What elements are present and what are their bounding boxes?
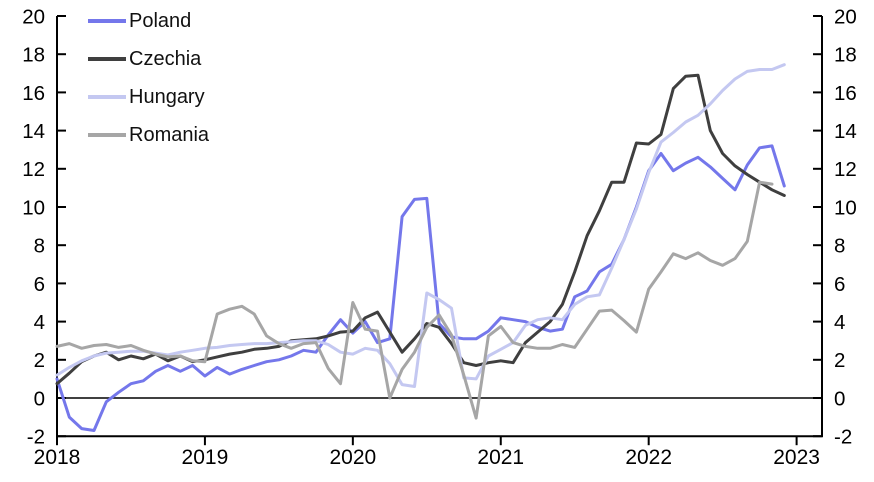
y-axis-label-left: 10 [22, 196, 45, 219]
legend-label-romania: Romania [129, 124, 210, 146]
y-axis-label-right: -2 [834, 426, 852, 449]
legend-item-hungary: Hungary [88, 78, 209, 116]
y-axis-label-right: 2 [834, 349, 845, 372]
legend-label-poland: Poland [129, 10, 192, 32]
y-axis-label-left: 20 [22, 5, 45, 28]
y-axis-label-right: 20 [834, 5, 857, 28]
legend-item-romania: Romania [88, 116, 209, 154]
chart-legend: Poland Czechia Hungary Romania [88, 2, 209, 154]
x-axis-label: 2020 [329, 446, 376, 469]
y-axis-label-right: 10 [834, 196, 857, 219]
y-axis-label-right: 4 [834, 311, 845, 334]
y-axis-label-left: 18 [22, 44, 45, 67]
y-axis-label-left: -2 [27, 426, 45, 449]
x-axis-label: 2022 [625, 446, 672, 469]
y-axis-label-right: 6 [834, 273, 845, 296]
legend-label-czechia: Czechia [129, 48, 202, 70]
legend-swatch-czechia [88, 57, 126, 61]
legend-swatch-poland [88, 19, 126, 23]
legend-swatch-romania [88, 133, 126, 137]
y-axis-label-left: 0 [34, 387, 45, 410]
y-axis-label-right: 12 [834, 158, 857, 181]
y-axis-label-right: 0 [834, 387, 845, 410]
y-axis-label-right: 16 [834, 82, 857, 105]
series-line-romania [55, 180, 774, 420]
x-axis-label: 2023 [773, 446, 820, 469]
y-axis-label-left: 12 [22, 158, 45, 181]
legend-item-poland: Poland [88, 2, 209, 40]
series-line-poland [55, 144, 786, 432]
legend-item-czechia: Czechia [88, 40, 209, 78]
y-axis-label-right: 18 [834, 44, 857, 67]
x-axis-label: 2019 [182, 446, 229, 469]
y-axis-label-left: 16 [22, 82, 45, 105]
x-axis-label: 2021 [477, 446, 524, 469]
x-axis-label: 2018 [34, 446, 81, 469]
y-axis-label-left: 2 [34, 349, 45, 372]
y-axis-label-left: 6 [34, 273, 45, 296]
legend-swatch-hungary [88, 95, 126, 99]
y-axis-label-left: 4 [34, 311, 45, 334]
y-axis-label-right: 14 [834, 120, 857, 143]
y-axis-label-left: 8 [34, 235, 45, 258]
legend-label-hungary: Hungary [129, 86, 205, 108]
y-axis-label-right: 8 [834, 235, 845, 258]
y-axis-label-left: 14 [22, 120, 45, 143]
